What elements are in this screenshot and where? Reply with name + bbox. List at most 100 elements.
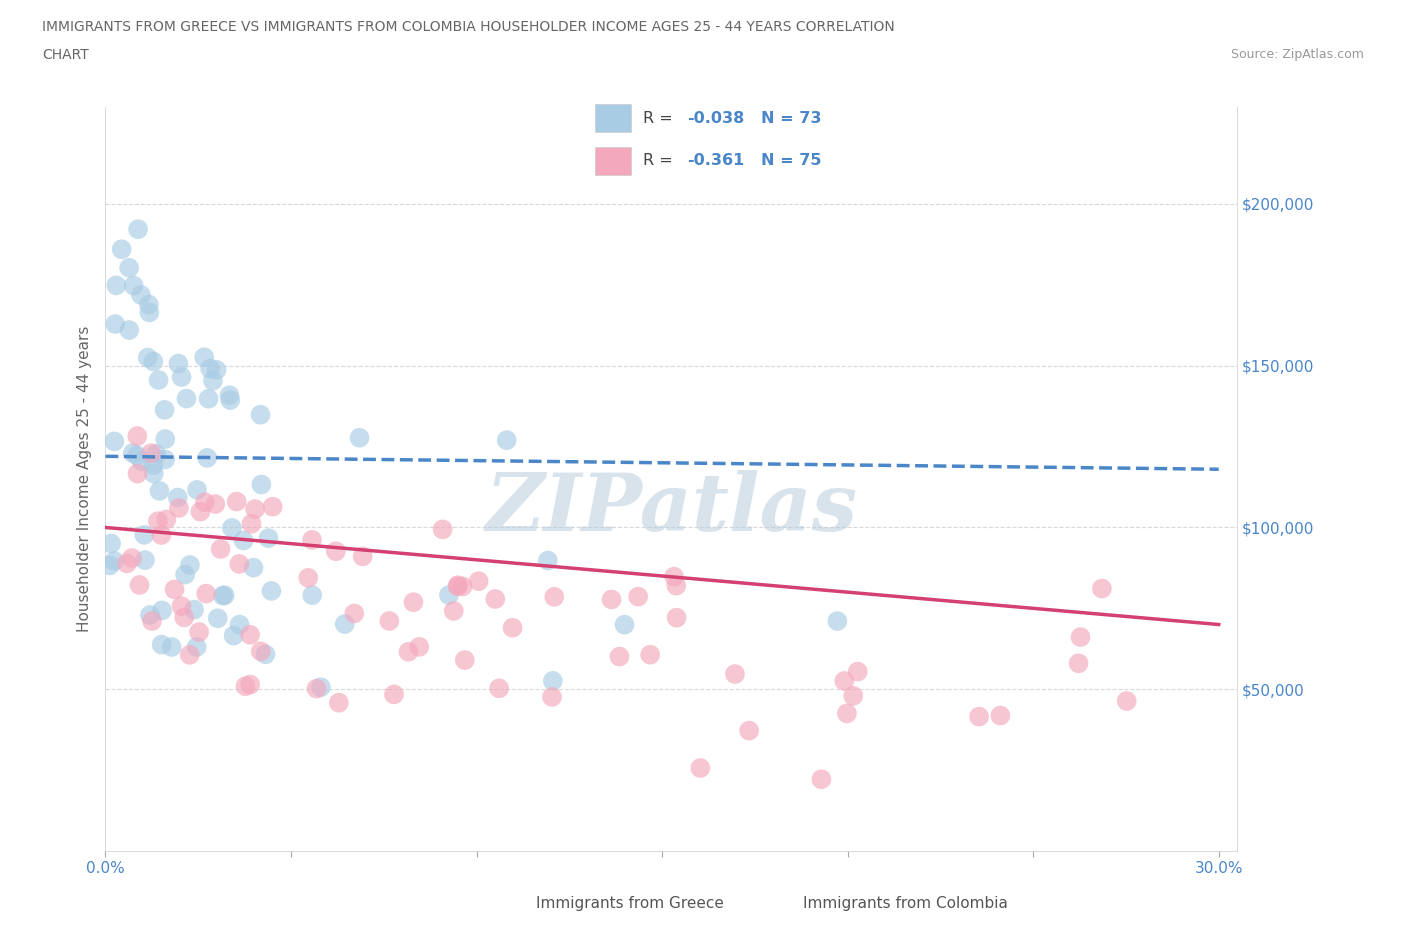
- Point: [150, 637, 173, 652]
- Point: [173, 610, 195, 625]
- Point: [437, 588, 460, 603]
- Point: [228, 556, 250, 571]
- Point: [183, 603, 205, 618]
- Point: [142, 466, 165, 481]
- Point: [121, 445, 143, 460]
- Point: [827, 614, 849, 629]
- Point: [214, 588, 236, 603]
- Point: [195, 450, 218, 465]
- Point: [160, 640, 183, 655]
- Point: [239, 677, 262, 692]
- Point: [537, 553, 560, 568]
- Point: [166, 490, 188, 505]
- Point: [665, 610, 688, 625]
- Point: [842, 688, 865, 703]
- Point: [484, 591, 506, 606]
- Point: [115, 556, 138, 571]
- Point: [257, 531, 280, 546]
- Point: [170, 599, 193, 614]
- Point: [118, 323, 141, 338]
- Point: [190, 504, 212, 519]
- Point: [250, 477, 273, 492]
- Point: [179, 647, 201, 662]
- Point: [343, 606, 366, 621]
- Text: N = 75: N = 75: [761, 153, 821, 168]
- Point: [197, 392, 219, 406]
- Text: -0.361: -0.361: [688, 153, 744, 168]
- Point: [170, 369, 193, 384]
- Point: [100, 536, 122, 551]
- Text: ZIPatlas: ZIPatlas: [485, 470, 858, 548]
- Point: [454, 653, 477, 668]
- Text: CHART: CHART: [42, 48, 89, 62]
- Point: [541, 673, 564, 688]
- Text: R =: R =: [643, 153, 678, 168]
- Point: [835, 706, 858, 721]
- Point: [738, 724, 761, 738]
- Point: [146, 513, 169, 528]
- Point: [122, 278, 145, 293]
- Point: [221, 521, 243, 536]
- Point: [846, 664, 869, 679]
- Point: [609, 649, 631, 664]
- Point: [689, 761, 711, 776]
- Point: [138, 305, 160, 320]
- Point: [105, 278, 128, 293]
- Point: [262, 499, 284, 514]
- Point: [408, 640, 430, 655]
- Point: [225, 494, 247, 509]
- Point: [600, 592, 623, 607]
- Point: [198, 361, 221, 376]
- Point: [186, 483, 208, 498]
- Point: [432, 522, 454, 537]
- Point: [153, 403, 176, 418]
- Point: [219, 392, 242, 407]
- Point: [186, 640, 208, 655]
- Point: [111, 242, 134, 257]
- Point: [328, 696, 350, 711]
- Point: [352, 549, 374, 564]
- Point: [218, 388, 240, 403]
- Point: [451, 579, 474, 594]
- Point: [174, 567, 197, 582]
- Point: [1115, 694, 1137, 709]
- Point: [188, 625, 211, 640]
- Point: [118, 260, 141, 275]
- Text: Source: ZipAtlas.com: Source: ZipAtlas.com: [1230, 48, 1364, 61]
- Point: [662, 569, 685, 584]
- Point: [167, 500, 190, 515]
- Point: [207, 611, 229, 626]
- Point: [134, 527, 156, 542]
- Point: [254, 647, 277, 662]
- Point: [127, 429, 149, 444]
- Point: [155, 432, 177, 446]
- Point: [103, 434, 125, 449]
- Point: [211, 588, 233, 603]
- Point: [204, 497, 226, 512]
- Point: [127, 466, 149, 481]
- Point: [128, 578, 150, 592]
- Point: [148, 484, 170, 498]
- Point: [235, 679, 257, 694]
- Point: [447, 578, 470, 592]
- Point: [222, 629, 245, 644]
- Point: [121, 551, 143, 565]
- Point: [446, 578, 468, 593]
- Text: Immigrants from Colombia: Immigrants from Colombia: [803, 896, 1008, 910]
- Text: -0.038: -0.038: [688, 111, 744, 126]
- Point: [150, 603, 173, 618]
- Point: [103, 553, 125, 568]
- Point: [209, 541, 232, 556]
- Point: [1069, 630, 1091, 644]
- Point: [988, 708, 1011, 723]
- Point: [163, 582, 186, 597]
- Point: [349, 431, 371, 445]
- Point: [305, 681, 328, 696]
- Text: N = 73: N = 73: [761, 111, 821, 126]
- Point: [240, 516, 263, 531]
- Point: [333, 617, 356, 631]
- Point: [129, 287, 152, 302]
- Point: [98, 558, 121, 573]
- Point: [249, 407, 271, 422]
- Point: [141, 445, 163, 460]
